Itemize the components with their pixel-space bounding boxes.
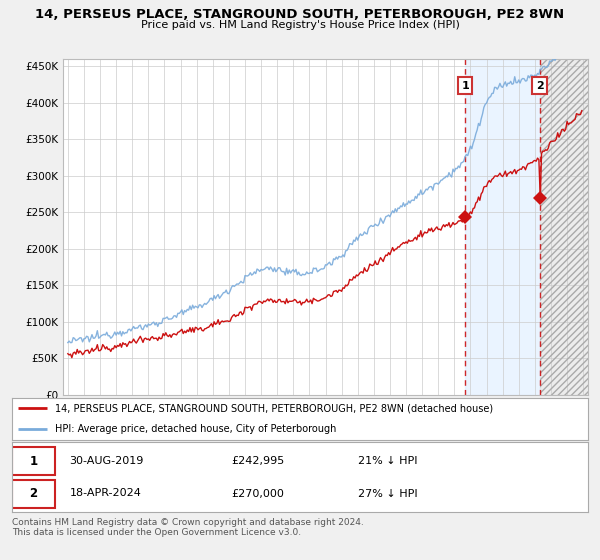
- Text: 1: 1: [29, 455, 38, 468]
- Text: 2: 2: [29, 487, 38, 500]
- Text: 1: 1: [461, 81, 469, 91]
- Bar: [539, 59, 599, 395]
- Text: £270,000: £270,000: [231, 488, 284, 498]
- Text: 21% ↓ HPI: 21% ↓ HPI: [358, 456, 417, 466]
- Text: 2: 2: [536, 81, 544, 91]
- Bar: [539, 59, 599, 395]
- Text: £242,995: £242,995: [231, 456, 284, 466]
- Text: 30-AUG-2019: 30-AUG-2019: [70, 456, 144, 466]
- Text: Contains HM Land Registry data © Crown copyright and database right 2024.
This d: Contains HM Land Registry data © Crown c…: [12, 518, 364, 538]
- Text: 14, PERSEUS PLACE, STANGROUND SOUTH, PETERBOROUGH, PE2 8WN: 14, PERSEUS PLACE, STANGROUND SOUTH, PET…: [35, 8, 565, 21]
- Text: 14, PERSEUS PLACE, STANGROUND SOUTH, PETERBOROUGH, PE2 8WN (detached house): 14, PERSEUS PLACE, STANGROUND SOUTH, PET…: [55, 403, 493, 413]
- Text: 27% ↓ HPI: 27% ↓ HPI: [358, 488, 417, 498]
- Text: HPI: Average price, detached house, City of Peterborough: HPI: Average price, detached house, City…: [55, 424, 337, 434]
- Text: 18-APR-2024: 18-APR-2024: [70, 488, 142, 498]
- Text: Price paid vs. HM Land Registry's House Price Index (HPI): Price paid vs. HM Land Registry's House …: [140, 20, 460, 30]
- FancyBboxPatch shape: [12, 479, 55, 507]
- FancyBboxPatch shape: [12, 447, 55, 475]
- Bar: [465, 59, 539, 395]
